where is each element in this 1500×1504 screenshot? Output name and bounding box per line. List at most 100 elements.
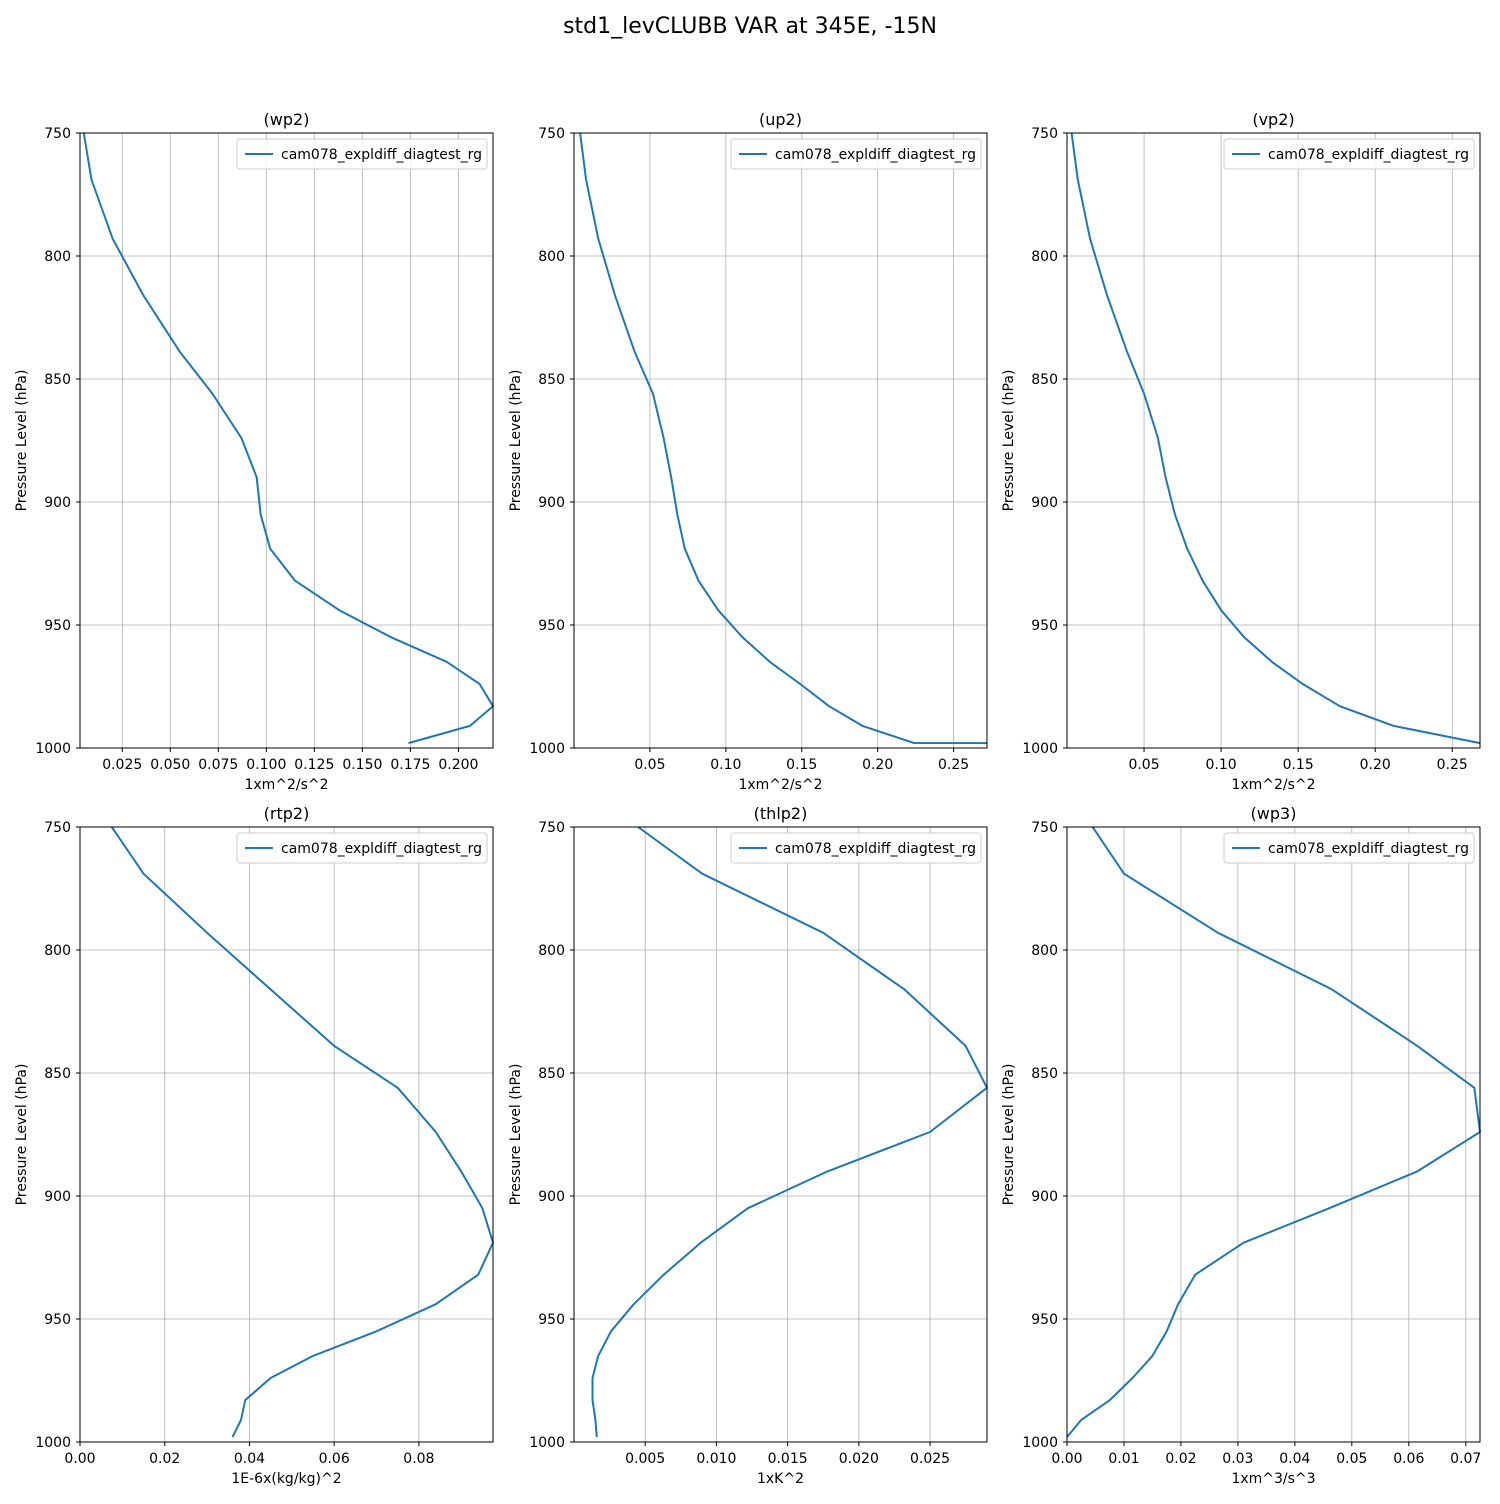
x-tick-label: 0.20 <box>862 757 893 773</box>
y-axis-label: Pressure Level (hPa) <box>1001 1064 1017 1206</box>
x-tick-label: 0.04 <box>234 1451 265 1467</box>
plot-frame <box>573 826 988 1443</box>
plot-frame <box>79 132 494 749</box>
x-tick-label: 0.050 <box>150 757 190 773</box>
series-line <box>1067 827 1480 1437</box>
subplot-title: (wp2) <box>264 110 310 129</box>
grid <box>1066 826 1480 1443</box>
x-axis-label: 1xm^2/s^2 <box>738 777 822 793</box>
x-tick-label: 0.06 <box>319 1451 350 1467</box>
subplot-title: (up2) <box>759 110 802 129</box>
x-tick-label: 0.03 <box>1222 1451 1253 1467</box>
legend-label: cam078_expldiff_diagtest_rg <box>775 841 976 857</box>
y-tick-label: 1000 <box>1022 741 1058 757</box>
y-tick-label: 950 <box>1031 618 1058 634</box>
x-axis-label: 1xm^2/s^2 <box>244 777 328 793</box>
series-line <box>593 827 988 1437</box>
y-tick-label: 1000 <box>529 741 565 757</box>
plot-frame <box>573 132 988 749</box>
y-tick-label: 850 <box>44 1066 71 1082</box>
grid <box>79 826 493 1443</box>
y-axis-label: Pressure Level (hPa) <box>1001 370 1017 512</box>
legend: cam078_expldiff_diagtest_rg <box>730 832 982 864</box>
subplot-3: 0.05 0.10 0.15 0.20 0.25 750 800 850 900 950 1000 (… <box>1001 110 1481 793</box>
x-tick-label: 0.010 <box>696 1451 736 1467</box>
y-tick-label: 850 <box>538 372 565 388</box>
y-tick-label: 850 <box>1031 1066 1058 1082</box>
x-axis-label: 1E-6x(kg/kg)^2 <box>231 1471 341 1487</box>
series-line <box>580 133 987 743</box>
x-tick-label: 0.020 <box>839 1451 879 1467</box>
y-axis-label: Pressure Level (hPa) <box>14 370 30 512</box>
y-tick-label: 1000 <box>529 1435 565 1451</box>
y-tick-label: 900 <box>1031 1189 1058 1205</box>
y-tick-label: 950 <box>44 618 71 634</box>
legend-label: cam078_expldiff_diagtest_rg <box>775 147 976 163</box>
legend: cam078_expldiff_diagtest_rg <box>730 138 982 170</box>
legend-box <box>1223 138 1475 170</box>
x-tick-label: 0.06 <box>1393 1451 1424 1467</box>
y-tick-label: 800 <box>538 249 565 265</box>
plot-frame <box>1066 826 1481 1443</box>
y-tick-label: 950 <box>44 1312 71 1328</box>
x-tick-label: 0.08 <box>403 1451 434 1467</box>
legend-label: cam078_expldiff_diagtest_rg <box>1268 841 1469 857</box>
x-tick-label: 0.150 <box>342 757 382 773</box>
y-tick-label: 800 <box>1031 249 1058 265</box>
series-line <box>112 827 493 1437</box>
y-tick-label: 750 <box>538 126 565 142</box>
legend-box <box>236 832 488 864</box>
x-tick-label: 0.015 <box>768 1451 808 1467</box>
legend: cam078_expldiff_diagtest_rg <box>236 138 488 170</box>
x-tick-label: 0.125 <box>294 757 334 773</box>
x-tick-label: 0.15 <box>786 757 817 773</box>
y-tick-label: 750 <box>44 126 71 142</box>
x-tick-label: 0.10 <box>710 757 741 773</box>
y-tick-label: 950 <box>538 618 565 634</box>
legend-label: cam078_expldiff_diagtest_rg <box>281 841 482 857</box>
plot-frame <box>79 826 494 1443</box>
series-line <box>1072 133 1480 743</box>
legend-label: cam078_expldiff_diagtest_rg <box>281 147 482 163</box>
grid <box>574 132 987 749</box>
x-tick-label: 0.00 <box>64 1451 95 1467</box>
y-tick-label: 850 <box>44 372 71 388</box>
legend-box <box>730 138 982 170</box>
y-axis-label: Pressure Level (hPa) <box>14 1064 30 1206</box>
x-tick-label: 0.25 <box>938 757 969 773</box>
x-tick-label: 0.15 <box>1283 757 1314 773</box>
legend: cam078_expldiff_diagtest_rg <box>1223 832 1475 864</box>
subplot-5: 0.005 0.010 0.015 0.020 0.025 750 800 850 900 950… <box>508 804 987 1487</box>
y-tick-label: 900 <box>44 495 71 511</box>
x-tick-label: 0.01 <box>1108 1451 1139 1467</box>
x-tick-label: 0.100 <box>246 757 286 773</box>
series-line <box>84 133 493 743</box>
x-tick-label: 0.25 <box>1437 757 1468 773</box>
y-tick-label: 850 <box>1031 372 1058 388</box>
subplot-1: 0.025 0.050 0.075 0.100 0.125 0.150 0.175 0.200… <box>14 110 493 793</box>
y-tick-label: 900 <box>1031 495 1058 511</box>
x-tick-label: 0.10 <box>1206 757 1237 773</box>
subplot-title: (wp3) <box>1251 804 1297 823</box>
x-tick-label: 0.20 <box>1360 757 1391 773</box>
y-tick-label: 1000 <box>35 741 71 757</box>
subplot-title: (thlp2) <box>754 804 808 823</box>
x-tick-label: 0.005 <box>625 1451 665 1467</box>
y-tick-label: 800 <box>44 249 71 265</box>
subplot-title: (rtp2) <box>264 804 310 823</box>
grid <box>574 826 987 1443</box>
legend-label: cam078_expldiff_diagtest_rg <box>1268 147 1469 163</box>
x-tick-label: 0.075 <box>198 757 238 773</box>
y-tick-label: 800 <box>1031 943 1058 959</box>
figure-title: std1_levCLUBB VAR at 345E, -15N <box>563 14 937 39</box>
y-tick-label: 1000 <box>1022 1435 1058 1451</box>
legend-box <box>730 832 982 864</box>
x-tick-label: 0.05 <box>1128 757 1159 773</box>
x-tick-label: 0.02 <box>149 1451 180 1467</box>
x-tick-label: 0.04 <box>1279 1451 1310 1467</box>
x-tick-label: 0.025 <box>910 1451 950 1467</box>
y-axis-label: Pressure Level (hPa) <box>508 370 524 512</box>
subplot-4: 0.00 0.02 0.04 0.06 0.08 750 800 850 900 950 1000 (… <box>14 804 493 1487</box>
